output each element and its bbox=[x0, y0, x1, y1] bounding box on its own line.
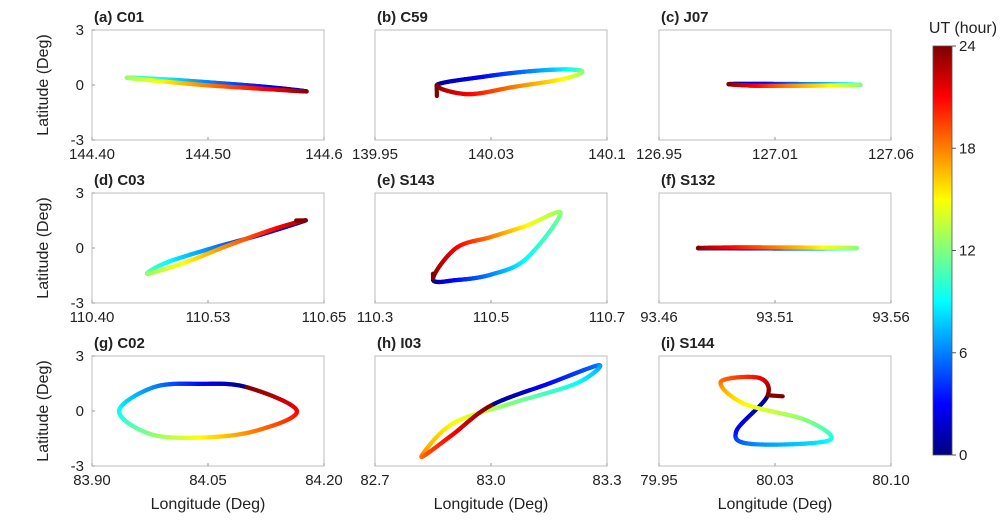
plot-frame bbox=[91, 355, 325, 467]
trajectory-segment bbox=[486, 403, 494, 409]
y-tick-label: -3 bbox=[71, 458, 84, 475]
panel-8: (h) I03 82.7 83.0 83.3 Longitude (Deg) bbox=[360, 335, 621, 513]
x-tick-label: 110.40 bbox=[70, 309, 115, 326]
colorbar: UT (hour) 0 6 12 18 24 bbox=[929, 20, 997, 464]
series-trajectory bbox=[145, 218, 308, 276]
series-trajectory bbox=[434, 67, 585, 99]
colorbar-gradient bbox=[932, 45, 953, 456]
panel-3: (c) J07 126.95 127.01 127.06 bbox=[636, 9, 914, 163]
y-axis-label: Latitude (Deg) bbox=[35, 360, 52, 461]
x-axis-label: Longitude (Deg) bbox=[434, 496, 549, 513]
x-tick-label: 83.0 bbox=[476, 472, 505, 489]
x-tick-label: 127.01 bbox=[752, 146, 798, 163]
y-axis-label: Latitude (Deg) bbox=[35, 34, 52, 135]
panel-2: (b) C59 139.95 140.03 140.1 bbox=[352, 9, 626, 163]
y-tick-label: 0 bbox=[76, 403, 84, 420]
colorbar-tick-label: 0 bbox=[959, 447, 967, 464]
y-tick-label: 3 bbox=[76, 348, 84, 365]
x-tick-label: 139.95 bbox=[352, 146, 398, 163]
x-tick-label: 126.95 bbox=[636, 146, 682, 163]
y-tick-label: 0 bbox=[76, 77, 84, 94]
series-trajectory bbox=[116, 381, 300, 440]
panel-9: (i) S144 79.95 80.03 80.10 Longitude (Deg) bbox=[640, 335, 910, 513]
panel-7: (g) C02 83.90 84.05 84.20 -3 0 3 Latitude (Deg)… bbox=[35, 335, 343, 513]
x-tick-label: 140.03 bbox=[468, 146, 514, 163]
series-trajectory bbox=[726, 81, 863, 89]
x-tick-label: 127.06 bbox=[868, 146, 914, 163]
x-tick-label: 84.05 bbox=[189, 472, 227, 489]
colorbar-tick-label: 6 bbox=[959, 345, 967, 362]
y-tick-label: 3 bbox=[76, 22, 84, 39]
y-tick-label: 0 bbox=[76, 240, 84, 257]
x-tick-label: 93.56 bbox=[872, 309, 910, 326]
x-tick-label: 110.53 bbox=[186, 309, 231, 326]
series-trajectory bbox=[718, 374, 834, 447]
x-axis-label: Longitude (Deg) bbox=[718, 496, 833, 513]
panel-label: (f) S132 bbox=[661, 172, 715, 189]
panel-label: (h) I03 bbox=[377, 335, 421, 352]
panel-label: (d) C03 bbox=[94, 172, 145, 189]
series-trajectory bbox=[430, 209, 563, 285]
panel-label: (c) J07 bbox=[661, 9, 709, 26]
y-tick-label: -3 bbox=[71, 132, 84, 149]
colorbar-tick-label: 24 bbox=[959, 38, 976, 55]
panel-4: (d) C03 110.40 110.53 110.65 -3 0 3 Latitude (D… bbox=[35, 172, 346, 326]
x-axis-label: Longitude (Deg) bbox=[151, 496, 266, 513]
plot-frame bbox=[374, 192, 608, 304]
x-tick-label: 83.90 bbox=[73, 472, 111, 489]
colorbar-tick-label: 12 bbox=[959, 243, 976, 260]
x-tick-label: 144.40 bbox=[69, 146, 115, 163]
x-tick-label: 110.3 bbox=[357, 309, 393, 326]
y-tick-label: -3 bbox=[71, 295, 84, 312]
panel-6: (f) S132 93.46 93.51 93.56 bbox=[640, 172, 910, 326]
panel-label: (e) S143 bbox=[377, 172, 435, 189]
x-tick-label: 79.95 bbox=[640, 472, 678, 489]
x-tick-label: 84.20 bbox=[305, 472, 343, 489]
panel-label: (b) C59 bbox=[377, 9, 428, 26]
series-trajectory bbox=[419, 363, 603, 460]
series-trajectory bbox=[124, 75, 309, 94]
x-tick-label: 93.51 bbox=[756, 309, 794, 326]
x-tick-label: 80.10 bbox=[872, 472, 910, 489]
x-tick-label: 110.5 bbox=[473, 309, 509, 326]
series-trajectory bbox=[695, 245, 859, 251]
trajectory-segment bbox=[765, 393, 785, 399]
x-tick-label: 80.03 bbox=[756, 472, 794, 489]
panel-1: (a) C01 144.40 144.50 144.6 -3 0 3 Latitude (De… bbox=[35, 9, 343, 163]
x-tick-label: 82.7 bbox=[360, 472, 389, 489]
x-tick-label: 110.7 bbox=[589, 309, 625, 326]
panel-label: (a) C01 bbox=[94, 9, 144, 26]
panel-label: (i) S144 bbox=[661, 335, 715, 352]
x-tick-label: 144.50 bbox=[185, 146, 231, 163]
x-tick-label: 93.46 bbox=[640, 309, 678, 326]
x-tick-label: 83.3 bbox=[592, 472, 621, 489]
trajectory-segment bbox=[244, 385, 251, 390]
plot-frame bbox=[374, 29, 608, 141]
y-axis-label: Latitude (Deg) bbox=[35, 197, 52, 298]
colorbar-label: UT (hour) bbox=[929, 20, 997, 37]
colorbar-tick-label: 18 bbox=[959, 140, 976, 157]
y-tick-label: 3 bbox=[76, 185, 84, 202]
x-tick-label: 110.65 bbox=[302, 309, 347, 326]
x-tick-label: 140.1 bbox=[588, 146, 626, 163]
panel-5: (e) S143 110.3 110.5 110.7 bbox=[357, 172, 625, 326]
panel-label: (g) C02 bbox=[94, 335, 145, 352]
x-tick-label: 144.6 bbox=[305, 146, 343, 163]
